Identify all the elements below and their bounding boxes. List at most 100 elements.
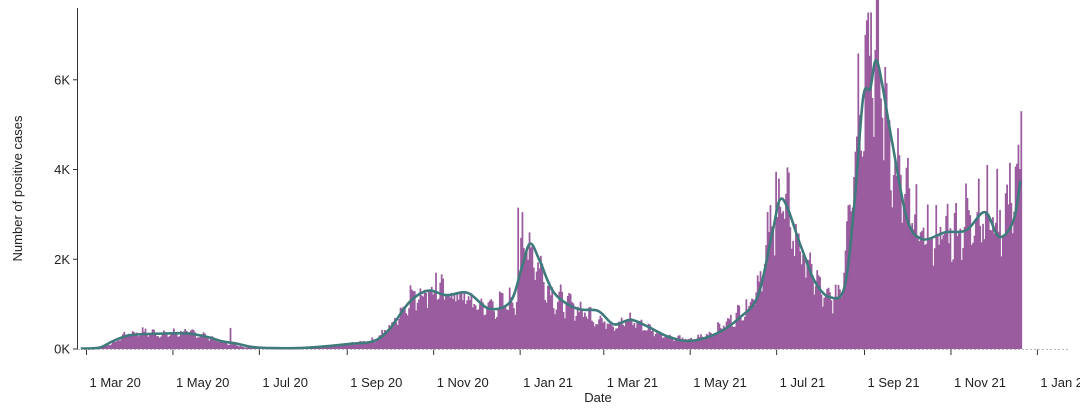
daily-case-bar [636,321,639,349]
daily-case-bar [214,340,216,349]
daily-case-bar [700,334,702,349]
daily-case-bar [797,233,800,349]
daily-case-bar [446,294,449,349]
daily-case-bar [358,341,361,349]
daily-case-bar [382,332,385,349]
daily-case-bar [680,339,683,349]
daily-case-bar [711,336,714,349]
daily-case-bar [936,235,939,349]
daily-case-bar [610,325,613,349]
daily-case-bar [942,235,945,349]
daily-case-bar [891,207,894,349]
daily-case-bar [344,344,347,349]
daily-case-bar [155,336,158,349]
daily-case-bar [558,291,561,349]
daily-case-bar [535,271,538,349]
daily-case-bar [450,292,453,349]
daily-case-bar [222,342,225,349]
daily-case-bar [548,281,551,349]
daily-case-bar [530,247,532,349]
daily-case-bar [457,299,460,349]
x-tick-label: 1 May 21 [693,375,746,390]
daily-case-bar [123,331,126,349]
daily-case-bar [649,324,651,349]
daily-case-bar [817,275,820,349]
daily-case-bar [727,318,729,349]
daily-case-bar [229,327,232,349]
daily-case-bar [177,336,179,349]
daily-case-bar [208,340,211,349]
daily-case-bar [192,330,195,349]
daily-case-bar [867,12,870,350]
daily-case-bar [965,183,967,349]
daily-case-bar [416,302,419,349]
daily-case-bar [374,342,376,349]
daily-case-bar [608,323,610,349]
daily-case-bar [350,343,352,349]
daily-case-bar [858,115,861,349]
daily-case-bar [575,315,578,349]
daily-case-bar [853,177,855,349]
daily-case-bar [887,115,889,349]
daily-case-bar [355,344,358,349]
daily-case-bar [753,304,756,349]
daily-case-bar [245,347,247,349]
daily-case-bar [820,294,823,349]
daily-case-bar [442,278,444,349]
daily-case-bar [877,0,880,349]
daily-case-bar [106,345,109,349]
daily-case-bar [735,312,738,349]
daily-case-bar [538,268,541,349]
daily-case-bar [175,334,178,349]
daily-case-bar [1007,204,1010,349]
daily-case-bar [766,212,769,349]
daily-case-bar [341,343,344,349]
daily-case-bar [385,332,388,349]
daily-case-bar [146,333,148,349]
daily-case-bar [598,319,600,349]
daily-case-bar [809,252,812,349]
daily-case-bar [420,295,423,349]
daily-case-bar [885,83,888,349]
daily-case-bar [892,175,895,349]
daily-case-bar [1000,256,1003,349]
daily-case-bar [464,304,467,349]
daily-case-bar [113,339,116,349]
daily-case-bar [180,330,182,349]
daily-case-bar [734,326,736,349]
daily-case-bar [510,297,512,349]
daily-case-bar [908,188,911,349]
daily-case-bar [447,295,450,349]
daily-case-bar [579,301,582,349]
daily-case-bar [126,336,128,349]
daily-case-bar [629,312,632,349]
daily-case-bar [848,204,851,349]
daily-case-bar [494,318,497,349]
daily-case-bar [755,292,758,349]
daily-case-bar [1016,163,1018,349]
daily-case-bar [134,334,137,349]
daily-case-bar [864,34,867,350]
daily-case-bar [571,302,573,349]
daily-case-bar [491,301,494,349]
daily-case-bar [736,304,739,349]
daily-case-bar [392,321,395,349]
daily-case-bar [880,98,882,349]
daily-case-bar [823,297,826,349]
daily-case-bar [639,320,641,349]
x-tick-label: 1 Mar 21 [607,375,658,390]
daily-case-bar [528,232,531,349]
daily-case-bar [989,229,991,349]
daily-case-bar [545,302,548,349]
daily-case-bar [970,244,973,349]
daily-case-bar [841,294,844,349]
daily-case-bar [915,184,918,349]
daily-case-bar [140,335,143,349]
daily-case-bar [187,332,189,349]
daily-case-bar [581,310,583,349]
daily-case-bar [474,305,477,349]
daily-case-bar [779,206,782,349]
daily-case-bar [960,260,963,349]
daily-case-bar [979,225,982,349]
y-axis-title: Number of positive cases [10,115,25,261]
